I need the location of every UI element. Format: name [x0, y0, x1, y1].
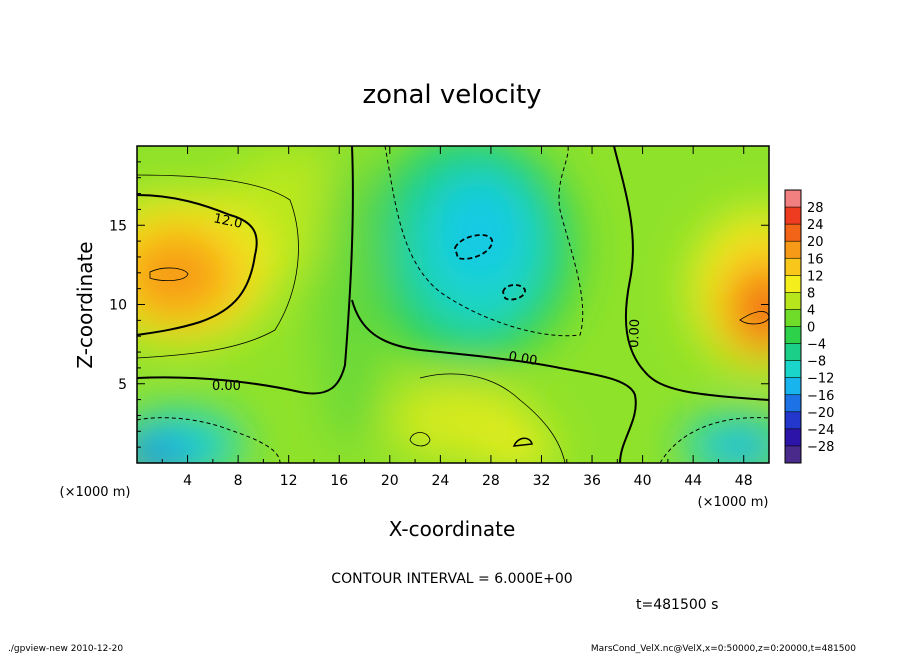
- velocity-field: [137, 146, 769, 463]
- colorbar-swatch: [785, 326, 801, 345]
- x-tick-label: 16: [330, 473, 348, 489]
- contour-6: [137, 174, 299, 359]
- colorbar: 28 24 20 16 12 8 4 0 −4 −8 −12 −16 −20 −24 −28: [784, 189, 834, 464]
- x-tick-label: 44: [684, 473, 702, 489]
- contour-zero-bottom: [351, 299, 637, 463]
- x-tick-label: 36: [583, 473, 601, 489]
- colorbar-label: −20: [807, 406, 834, 421]
- colorbar-swatch: [785, 445, 801, 464]
- colorbar-label: −12: [807, 372, 834, 387]
- colorbar-swatch: [785, 292, 801, 310]
- colorbar-label: 4: [807, 303, 815, 318]
- contour-label: 0.00: [212, 379, 241, 394]
- x-tick-label: 28: [482, 473, 500, 489]
- colorbar-swatch: [785, 309, 801, 327]
- x-tick-label: 20: [381, 473, 399, 489]
- colorbar-swatch: [785, 411, 801, 430]
- colorbar-label: 0: [807, 321, 815, 336]
- footer-left: ./gpview-new 2010-12-20: [8, 644, 123, 654]
- contour-label: 0.00: [627, 319, 643, 348]
- colorbar-label: −16: [807, 389, 834, 404]
- contour-minus6: [384, 146, 584, 337]
- colorbar-label: −8: [807, 355, 826, 370]
- colorbar-swatch: [785, 190, 801, 208]
- colorbar-swatch: [785, 275, 801, 293]
- colorbar-swatch: [785, 360, 801, 379]
- x-tick-label: 32: [533, 473, 551, 489]
- colorbar-swatch: [785, 377, 801, 396]
- colorbar-label: −28: [807, 440, 834, 455]
- x-unit-right: (×1000 m): [698, 495, 769, 510]
- y-tick-label: 15: [109, 218, 127, 234]
- y-axis-label: Z-coordinate: [73, 241, 97, 368]
- contour-lines: [137, 146, 769, 463]
- contour-label: 0.00: [507, 349, 538, 369]
- colorbar-label: 20: [807, 235, 824, 250]
- x-tick-label: 4: [183, 473, 192, 489]
- contour-zero-left: [137, 146, 354, 395]
- time-stamp: t=481500 s: [636, 597, 718, 613]
- footer-right: MarsCond_VelX.nc@VelX,x=0:50000,z=0:2000…: [591, 644, 856, 654]
- x-tick-label: 8: [234, 473, 243, 489]
- colorbar-swatch: [785, 394, 801, 413]
- colorbar-label: 16: [807, 252, 824, 267]
- colorbar-label: 12: [807, 269, 824, 284]
- colorbar-label: 24: [807, 218, 824, 233]
- colorbar-swatch: [785, 241, 801, 259]
- x-tick-label: 40: [634, 473, 652, 489]
- colorbar-swatch: [785, 207, 801, 225]
- x-tick-label: 48: [735, 473, 753, 489]
- y-tick-label: 10: [109, 298, 127, 314]
- chart-title: zonal velocity: [362, 80, 541, 110]
- x-axis-label: X-coordinate: [389, 517, 516, 541]
- colorbar-label: −4: [807, 338, 826, 353]
- contour-zero-right: [613, 146, 769, 401]
- contour-label: 12.0: [212, 211, 243, 232]
- colorbar-label: 28: [807, 201, 824, 216]
- x-unit-left: (×1000 m): [60, 485, 131, 500]
- colorbar-label: 8: [807, 286, 815, 301]
- x-tick-label: 12: [280, 473, 298, 489]
- colorbar-label: −24: [807, 423, 834, 438]
- y-axis: 5 10 15: [109, 161, 769, 448]
- colorbar-swatch: [785, 428, 801, 447]
- contour-12: [137, 194, 258, 336]
- colorbar-swatch: [785, 258, 801, 276]
- contour-interval: CONTOUR INTERVAL = 6.000E+00: [331, 571, 572, 587]
- y-tick-label: 5: [118, 377, 127, 393]
- x-tick-label: 24: [431, 473, 449, 489]
- colorbar-swatch: [785, 224, 801, 242]
- x-axis: 4 8 12 16 20 24 28 32 36 40 44 48: [161, 146, 753, 489]
- colorbar-swatch: [785, 343, 801, 362]
